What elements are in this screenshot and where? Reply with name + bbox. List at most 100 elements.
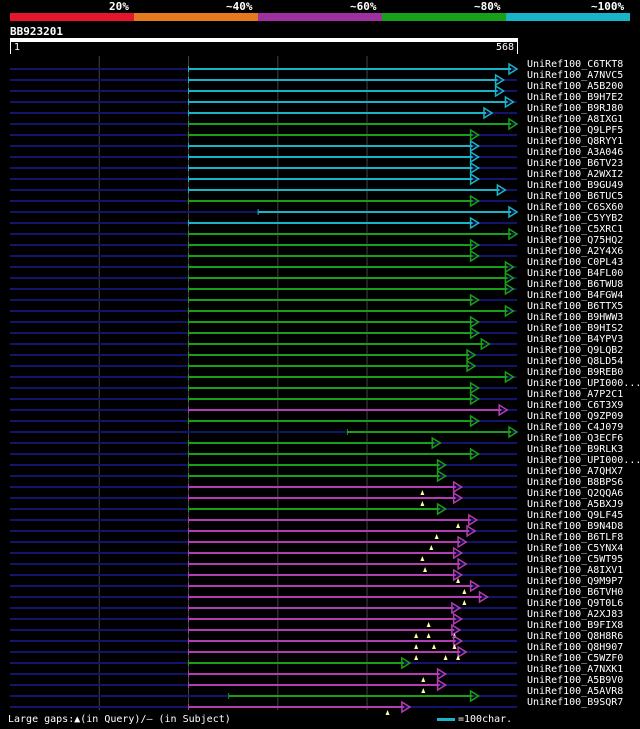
hit-label[interactable]: UniRef100_A8IXV1 <box>527 565 624 576</box>
hit-arrowhead <box>469 447 481 461</box>
hit-label[interactable]: UniRef100_A7NVC5 <box>527 70 624 81</box>
hit-label[interactable]: UniRef100_B6TV23 <box>527 158 624 169</box>
hit-label[interactable]: UniRef100_B9RLK3 <box>527 444 624 455</box>
hit-label[interactable]: UniRef100_C6T3X9 <box>527 400 624 411</box>
hit-label[interactable]: UniRef100_B9H7E2 <box>527 92 624 103</box>
hit-label[interactable]: UniRef100_Q9T0L6 <box>527 598 624 609</box>
hit-label[interactable]: UniRef100_C0PL43 <box>527 257 624 268</box>
hit-label[interactable]: UniRef100_A3A046 <box>527 147 624 158</box>
hit-arrowhead <box>496 183 507 197</box>
hit-label[interactable]: UniRef100_B9REB0 <box>527 367 624 378</box>
hit-label[interactable]: UniRef100_C5XRC1 <box>527 224 624 235</box>
hit-label[interactable]: UniRef100_Q8H907 <box>527 642 624 653</box>
gap-marker <box>421 677 426 682</box>
scale-bar <box>437 718 455 721</box>
hit-label[interactable]: UniRef100_Q9LPF5 <box>527 125 624 136</box>
hit-label[interactable]: UniRef100_B9FIX8 <box>527 620 624 631</box>
hit-label[interactable]: UniRef100_Q3ECF6 <box>527 433 624 444</box>
hit-label[interactable]: UniRef100_Q8LD54 <box>527 356 624 367</box>
gap-marker <box>456 523 461 528</box>
gap-marker <box>462 589 467 594</box>
hit-label[interactable]: UniRef100_B4FGW4 <box>527 290 624 301</box>
gap-marker <box>420 556 425 561</box>
hit-label[interactable]: UniRef100_B9HWW3 <box>527 312 624 323</box>
hit-label[interactable]: UniRef100_C4J079 <box>527 422 624 433</box>
hit-arrowhead <box>452 546 464 560</box>
hit-label[interactable]: UniRef100_C5YYB2 <box>527 213 624 224</box>
hit-arrowhead <box>469 315 481 329</box>
hit-label[interactable]: UniRef100_A8IXG1 <box>527 114 624 125</box>
hit-arrowhead <box>508 205 519 219</box>
hit-label[interactable]: UniRef100_B8BPS6 <box>527 477 624 488</box>
hit-arrowhead <box>478 590 489 604</box>
legend-segment <box>382 13 506 21</box>
hit-label[interactable]: UniRef100_Q2QQA6 <box>527 488 624 499</box>
hit-label[interactable]: UniRef100_C6SX60 <box>527 202 624 213</box>
hit-label[interactable]: UniRef100_B9N4D8 <box>527 521 624 532</box>
legend-segment <box>506 13 630 21</box>
hit-label[interactable]: UniRef100_A2XJ83 <box>527 609 624 620</box>
legend-segment <box>258 13 382 21</box>
hit-arrowhead <box>508 425 519 439</box>
hit-label[interactable]: UniRef100_A5AVR8 <box>527 686 624 697</box>
hit-arrowhead <box>436 502 448 516</box>
hit-label[interactable]: UniRef100_C6TKT8 <box>527 59 624 70</box>
legend-label: ~60% <box>350 0 377 13</box>
hit-label[interactable]: UniRef100_B4YPV3 <box>527 334 624 345</box>
hit-label[interactable]: UniRef100_Q9M9P7 <box>527 576 624 587</box>
hit-label[interactable]: UniRef100_B9GU49 <box>527 180 624 191</box>
hit-label[interactable]: UniRef100_C5WZF0 <box>527 653 624 664</box>
hit-arrowhead <box>494 84 506 98</box>
hit-label[interactable]: UniRef100_A5BXJ9 <box>527 499 624 510</box>
hit-label[interactable]: UniRef100_B6TTX5 <box>527 301 624 312</box>
gap-marker <box>420 490 425 495</box>
hit-label[interactable]: UniRef100_A5B200 <box>527 81 624 92</box>
hit-label[interactable]: UniRef100_Q9LQB2 <box>527 345 624 356</box>
hit-label[interactable]: UniRef100_A7QHX7 <box>527 466 624 477</box>
hit-arrowhead <box>469 139 481 153</box>
hit-label[interactable]: UniRef100_Q9LF45 <box>527 510 624 521</box>
hit-arrowhead <box>436 469 448 483</box>
hit-arrowhead <box>452 491 464 505</box>
hit-label[interactable]: UniRef100_UPI000... <box>527 455 640 466</box>
hit-arrowhead <box>508 117 519 131</box>
hit-label[interactable]: UniRef100_A7P2C1 <box>527 389 624 400</box>
hit-label[interactable]: UniRef100_B9RJ80 <box>527 103 624 114</box>
hit-arrowhead <box>483 106 494 120</box>
hit-arrowhead <box>469 161 481 175</box>
hit-label[interactable]: UniRef100_Q75HQ2 <box>527 235 624 246</box>
hit-label[interactable]: UniRef100_Q8H8R6 <box>527 631 624 642</box>
hit-label[interactable]: UniRef100_C5WT95 <box>527 554 624 565</box>
hit-label[interactable]: UniRef100_B9HIS2 <box>527 323 624 334</box>
hit-arrowhead <box>469 238 481 252</box>
hit-label[interactable]: UniRef100_Q9ZP09 <box>527 411 624 422</box>
gap-marker <box>420 501 425 506</box>
gap-marker <box>385 710 390 715</box>
hit-label[interactable]: UniRef100_B6TLF8 <box>527 532 624 543</box>
hit-arrowhead <box>469 689 481 703</box>
hit-label[interactable]: UniRef100_C5YNX4 <box>527 543 624 554</box>
hit-arrowhead <box>452 612 464 626</box>
hit-arrowhead <box>468 513 479 527</box>
hit-label[interactable]: UniRef100_B6TWU8 <box>527 279 624 290</box>
hit-label[interactable]: UniRef100_UPI000... <box>527 378 640 389</box>
hit-label[interactable]: UniRef100_A2Y4X6 <box>527 246 624 257</box>
hit-label[interactable]: UniRef100_B6TVH0 <box>527 587 624 598</box>
hit-label[interactable]: UniRef100_A5B9V0 <box>527 675 624 686</box>
hit-label[interactable]: UniRef100_A7NXK1 <box>527 664 624 675</box>
hit-label[interactable]: UniRef100_Q8RYY1 <box>527 136 624 147</box>
footer-gap-legend: Large gaps:▲(in Query)/– (in Subject) <box>8 714 231 725</box>
hit-arrowhead <box>457 645 468 659</box>
hit-arrowhead <box>431 436 442 450</box>
hit-arrowhead <box>401 656 412 670</box>
query-ruler: 1 568 <box>10 42 518 54</box>
hit-label[interactable]: UniRef100_B4FL00 <box>527 268 624 279</box>
hit-label[interactable]: UniRef100_B6TUC5 <box>527 191 624 202</box>
hit-label[interactable]: UniRef100_B9SQR7 <box>527 697 624 708</box>
gap-marker <box>452 644 457 649</box>
hit-label[interactable]: UniRef100_A2WXI2 <box>527 169 624 180</box>
hit-arrowhead <box>504 370 515 384</box>
ruler-end-label: 568 <box>495 42 514 53</box>
hit-arrowhead <box>508 62 519 76</box>
hit-arrowhead <box>466 348 477 362</box>
